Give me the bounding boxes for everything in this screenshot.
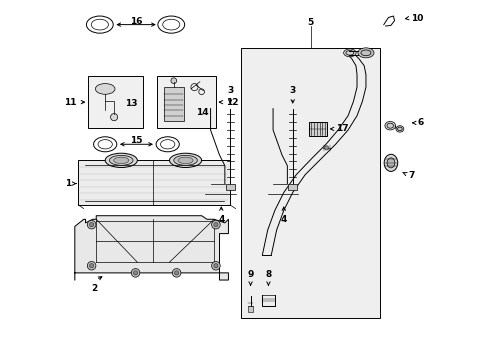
Text: 7: 7: [407, 171, 414, 180]
Ellipse shape: [357, 48, 373, 58]
Circle shape: [174, 271, 179, 275]
Text: 17: 17: [335, 125, 348, 134]
Circle shape: [87, 220, 96, 229]
Circle shape: [324, 146, 328, 150]
Ellipse shape: [384, 154, 397, 171]
Text: 13: 13: [125, 99, 137, 108]
Circle shape: [172, 269, 181, 277]
Bar: [287, 184, 297, 190]
Text: 3: 3: [226, 86, 233, 95]
Circle shape: [131, 269, 140, 277]
Text: 12: 12: [225, 98, 238, 107]
Text: 4: 4: [280, 215, 286, 224]
Text: 11: 11: [64, 98, 77, 107]
Text: 14: 14: [196, 108, 208, 117]
Circle shape: [89, 264, 94, 268]
Text: 6: 6: [417, 118, 423, 127]
Bar: [247, 306, 253, 312]
Ellipse shape: [386, 158, 394, 168]
Bar: [78, 160, 230, 205]
Bar: [241, 48, 380, 318]
Text: 16: 16: [130, 17, 142, 26]
Circle shape: [87, 261, 96, 270]
Ellipse shape: [178, 157, 193, 163]
FancyBboxPatch shape: [157, 76, 216, 128]
Text: 10: 10: [410, 14, 422, 23]
Ellipse shape: [169, 153, 201, 167]
Ellipse shape: [386, 123, 393, 128]
Ellipse shape: [343, 49, 355, 57]
Ellipse shape: [105, 153, 137, 167]
Polygon shape: [75, 216, 228, 280]
Circle shape: [211, 261, 220, 270]
Bar: [308, 122, 326, 136]
Circle shape: [110, 113, 118, 121]
Ellipse shape: [397, 127, 402, 131]
Circle shape: [213, 222, 218, 227]
Ellipse shape: [395, 126, 403, 132]
Circle shape: [89, 222, 94, 227]
Text: 8: 8: [265, 270, 271, 279]
Text: 3: 3: [289, 86, 295, 95]
Text: 1: 1: [64, 179, 71, 188]
Ellipse shape: [109, 156, 133, 165]
Circle shape: [211, 220, 220, 229]
Circle shape: [133, 271, 138, 275]
Text: 15: 15: [130, 136, 142, 145]
Bar: [225, 184, 234, 190]
Text: 5: 5: [307, 18, 313, 27]
Ellipse shape: [384, 121, 395, 130]
Ellipse shape: [360, 50, 370, 56]
Bar: [164, 87, 183, 121]
FancyBboxPatch shape: [88, 76, 143, 128]
Ellipse shape: [345, 50, 353, 55]
Ellipse shape: [95, 84, 115, 94]
Ellipse shape: [114, 157, 128, 163]
Ellipse shape: [173, 156, 197, 165]
Circle shape: [213, 264, 218, 268]
Text: 4: 4: [218, 215, 224, 224]
Text: 2: 2: [91, 284, 98, 293]
Circle shape: [171, 78, 176, 84]
Text: 9: 9: [247, 270, 253, 279]
